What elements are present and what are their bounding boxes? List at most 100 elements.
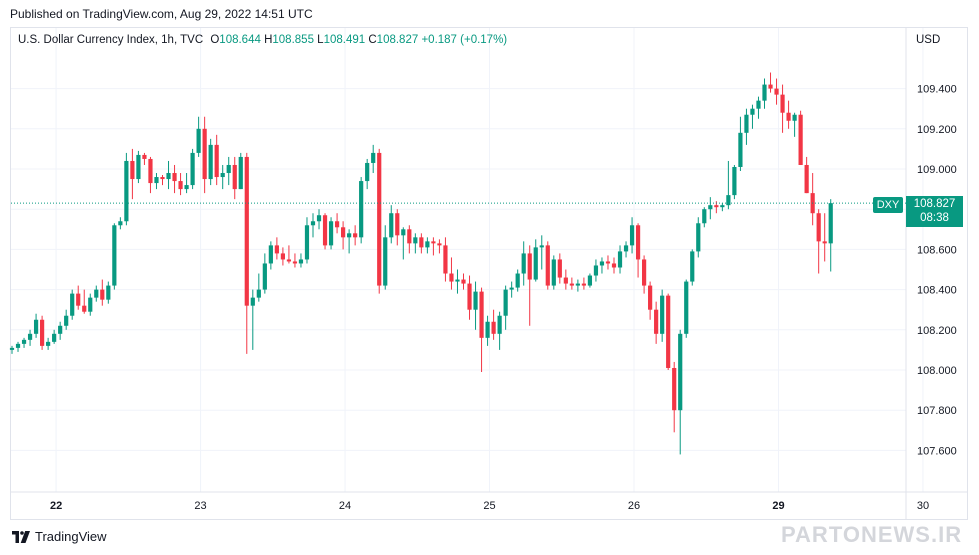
- tradingview-footer[interactable]: TradingView: [12, 529, 107, 544]
- candle-body[interactable]: [684, 281, 689, 334]
- candle-body[interactable]: [316, 215, 322, 222]
- candle-body[interactable]: [214, 144, 219, 178]
- candle-body[interactable]: [756, 100, 761, 109]
- candle-body[interactable]: [33, 319, 39, 334]
- candle-body[interactable]: [148, 158, 153, 184]
- candle-body[interactable]: [196, 128, 201, 153]
- candle-body[interactable]: [118, 221, 123, 226]
- candle-body[interactable]: [804, 164, 809, 194]
- candle-body[interactable]: [509, 287, 514, 290]
- candle-body[interactable]: [503, 289, 508, 316]
- candle-body[interactable]: [334, 221, 340, 228]
- candle-body[interactable]: [642, 259, 647, 286]
- candle-body[interactable]: [491, 321, 496, 334]
- candle-body[interactable]: [515, 273, 520, 288]
- candle-body[interactable]: [395, 213, 400, 236]
- candle-body[interactable]: [738, 132, 743, 167]
- candle-body[interactable]: [328, 221, 334, 246]
- candle-body[interactable]: [154, 177, 159, 184]
- candle-body[interactable]: [611, 263, 617, 268]
- candle-body[interactable]: [94, 289, 99, 298]
- candle-body[interactable]: [40, 319, 45, 346]
- candle-body[interactable]: [648, 285, 653, 310]
- candle-body[interactable]: [557, 259, 562, 278]
- candle-body[interactable]: [359, 181, 364, 238]
- candle-body[interactable]: [46, 341, 51, 346]
- candle-body[interactable]: [232, 164, 237, 190]
- candle-body[interactable]: [262, 263, 267, 290]
- candle-body[interactable]: [587, 275, 593, 286]
- candle-body[interactable]: [762, 84, 767, 101]
- candle-body[interactable]: [286, 259, 292, 262]
- candle-body[interactable]: [696, 223, 701, 252]
- candle-body[interactable]: [166, 173, 171, 180]
- candle-body[interactable]: [798, 114, 803, 165]
- candle-body[interactable]: [142, 154, 147, 159]
- candle-body[interactable]: [563, 277, 568, 284]
- candle-body[interactable]: [244, 156, 249, 306]
- candle-body[interactable]: [298, 259, 304, 264]
- candle-body[interactable]: [581, 283, 586, 286]
- candle-body[interactable]: [774, 88, 779, 95]
- candle-body[interactable]: [666, 295, 671, 368]
- candle-body[interactable]: [136, 154, 141, 180]
- candle-body[interactable]: [660, 295, 665, 334]
- candle-body[interactable]: [708, 205, 713, 210]
- candle-body[interactable]: [714, 205, 719, 208]
- candle-body[interactable]: [545, 245, 550, 286]
- candle-body[interactable]: [750, 108, 755, 115]
- candle-body[interactable]: [425, 241, 430, 248]
- candle-body[interactable]: [15, 343, 21, 348]
- candle-body[interactable]: [100, 289, 105, 300]
- candle-body[interactable]: [58, 325, 63, 334]
- candle-body[interactable]: [629, 225, 635, 246]
- candle-body[interactable]: [124, 160, 129, 222]
- candle-body[interactable]: [250, 297, 255, 306]
- candle-body[interactable]: [672, 367, 677, 411]
- candle-body[interactable]: [635, 225, 641, 260]
- candle-body[interactable]: [473, 291, 478, 310]
- candle-body[interactable]: [497, 315, 502, 334]
- candle-body[interactable]: [304, 225, 310, 260]
- candle-body[interactable]: [190, 152, 195, 186]
- candle-body[interactable]: [9, 347, 15, 350]
- candle-body[interactable]: [377, 152, 382, 286]
- candle-body[interactable]: [27, 333, 33, 340]
- candle-body[interactable]: [431, 241, 436, 244]
- candle-body[interactable]: [365, 162, 370, 182]
- candle-body[interactable]: [822, 241, 827, 244]
- candle-body[interactable]: [160, 177, 165, 180]
- candle-body[interactable]: [389, 213, 394, 238]
- candle-body[interactable]: [467, 283, 472, 310]
- candle-body[interactable]: [479, 291, 484, 338]
- candle-body[interactable]: [461, 279, 466, 284]
- candle-body[interactable]: [52, 333, 57, 342]
- candle-body[interactable]: [347, 233, 352, 238]
- candle-body[interactable]: [106, 285, 111, 300]
- candle-body[interactable]: [437, 243, 442, 246]
- candle-body[interactable]: [322, 215, 328, 246]
- candle-body[interactable]: [220, 173, 225, 178]
- candle-body[interactable]: [256, 289, 261, 298]
- candle-body[interactable]: [485, 321, 490, 338]
- candle-body[interactable]: [280, 253, 285, 260]
- candle-body[interactable]: [828, 203, 833, 244]
- candle-body[interactable]: [539, 245, 544, 248]
- candle-body[interactable]: [184, 185, 189, 190]
- candle-body[interactable]: [780, 94, 785, 113]
- candle-body[interactable]: [238, 156, 243, 190]
- currency-label[interactable]: USD: [916, 34, 941, 46]
- candle-body[interactable]: [768, 84, 773, 89]
- candle-body[interactable]: [202, 128, 207, 180]
- candle-body[interactable]: [419, 237, 424, 248]
- candle-body[interactable]: [744, 114, 749, 133]
- candle-body[interactable]: [449, 273, 454, 282]
- candle-body[interactable]: [521, 253, 526, 274]
- candle-body[interactable]: [786, 112, 791, 121]
- candle-body[interactable]: [64, 315, 69, 326]
- candle-body[interactable]: [172, 173, 177, 182]
- candle-body[interactable]: [268, 245, 273, 264]
- candle-body[interactable]: [88, 297, 93, 312]
- candle-body[interactable]: [527, 253, 532, 280]
